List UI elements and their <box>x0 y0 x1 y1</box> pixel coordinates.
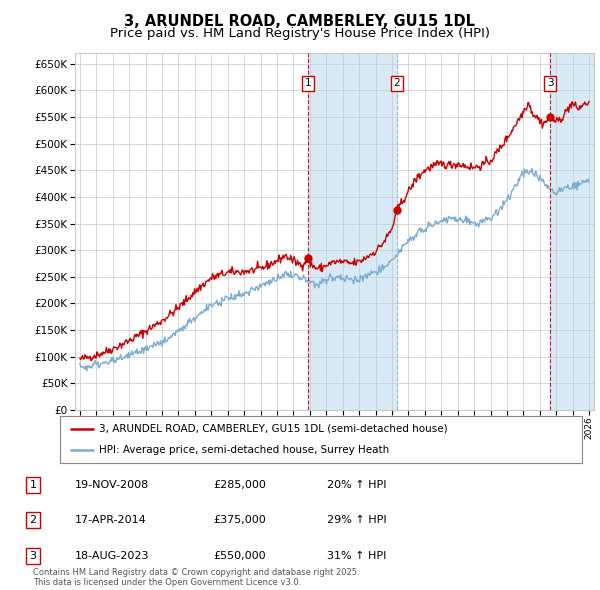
Bar <box>308 53 397 410</box>
Text: 3, ARUNDEL ROAD, CAMBERLEY, GU15 1DL: 3, ARUNDEL ROAD, CAMBERLEY, GU15 1DL <box>125 14 476 28</box>
Text: Price paid vs. HM Land Registry's House Price Index (HPI): Price paid vs. HM Land Registry's House … <box>110 27 490 40</box>
Text: Contains HM Land Registry data © Crown copyright and database right 2025.
This d: Contains HM Land Registry data © Crown c… <box>33 568 359 587</box>
Text: 1: 1 <box>29 480 37 490</box>
Text: 17-APR-2014: 17-APR-2014 <box>75 516 147 525</box>
Text: HPI: Average price, semi-detached house, Surrey Heath: HPI: Average price, semi-detached house,… <box>99 445 389 455</box>
Text: 20% ↑ HPI: 20% ↑ HPI <box>327 480 386 490</box>
Text: 3: 3 <box>547 78 553 88</box>
Text: 18-AUG-2023: 18-AUG-2023 <box>75 551 149 560</box>
Text: £285,000: £285,000 <box>213 480 266 490</box>
Text: £375,000: £375,000 <box>213 516 266 525</box>
Text: 2: 2 <box>29 516 37 525</box>
Text: £550,000: £550,000 <box>213 551 266 560</box>
Text: 3, ARUNDEL ROAD, CAMBERLEY, GU15 1DL (semi-detached house): 3, ARUNDEL ROAD, CAMBERLEY, GU15 1DL (se… <box>99 424 448 434</box>
Text: 31% ↑ HPI: 31% ↑ HPI <box>327 551 386 560</box>
Text: 3: 3 <box>29 551 37 560</box>
Bar <box>550 53 594 410</box>
Text: 2: 2 <box>394 78 400 88</box>
Text: 29% ↑ HPI: 29% ↑ HPI <box>327 516 386 525</box>
Text: 19-NOV-2008: 19-NOV-2008 <box>75 480 149 490</box>
Text: 1: 1 <box>305 78 311 88</box>
